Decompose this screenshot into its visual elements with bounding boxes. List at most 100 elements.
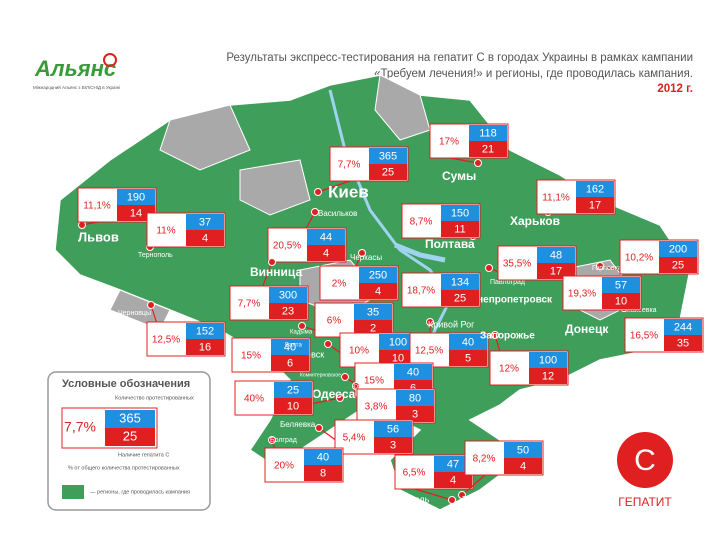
city-label: Бахчисарай [462,495,506,504]
callout-percent: 3,8% [365,402,388,413]
city-dot [358,249,366,257]
river [394,242,446,263]
city-label: Львов [78,229,119,244]
tested-cell [274,382,312,398]
callout-percent: 12,5% [152,335,180,346]
city-dot [458,491,466,499]
logo-subtitle: Міжнародний Альянс з ВІЛ/СНІД в Україні [33,84,120,90]
callout-positive: 17 [550,265,562,277]
leader-line [317,180,351,193]
badge-circle [617,432,673,488]
city-label: Беляевка [280,420,316,429]
city-dot [298,322,306,330]
positive-cell [369,164,407,180]
legend-positive: 25 [123,428,137,443]
logo-mark [103,53,117,67]
callout-tested: 37 [199,216,211,228]
callout-tested: 100 [389,336,407,348]
city-label: Киев [328,182,369,201]
positive-cell [537,263,575,279]
legend-note: — регионы, где проводилась кампания [90,489,190,495]
city-label: Харьков [510,214,560,228]
callout-percent: 7,7% [338,160,361,171]
tested-cell [659,241,697,257]
city-dot [268,436,276,444]
city-dot [268,258,276,266]
callout-positive: 12 [542,370,554,382]
positive-cell [434,472,472,488]
callout-percent: 20% [274,461,294,472]
callout-positive: 3 [412,408,418,420]
callout-positive: 10 [287,400,299,412]
tested-cell [105,410,155,428]
callout-tested: 162 [586,183,604,195]
legend-swatch [62,485,84,499]
callout-positive: 10 [615,295,627,307]
tested-cell [304,449,342,465]
callout-percent: 35,5% [503,259,531,270]
callout-tested: 50 [517,444,529,456]
legend: Условные обозначения Количество протести… [47,371,211,511]
callout-percent: 2% [332,279,347,290]
positive-cell [359,283,397,299]
badge-word: ГЕПАТИТ [618,495,672,509]
callout-percent: 8,7% [410,217,433,228]
callout-tested: 44 [320,231,332,243]
callout-positive: 4 [202,232,208,244]
city-dot [448,496,456,504]
tested-cell [434,456,472,472]
city-dot [341,373,349,381]
city-label: Черкасы [350,253,382,262]
tested-cell [186,323,224,339]
callout-tested: 40 [317,451,329,463]
leader-line [461,474,486,496]
city-dot [474,159,482,167]
city-dot [78,221,86,229]
city-label: Севастополь [375,494,430,504]
tested-cell [602,277,640,293]
legend-percent: 7,7% [64,419,96,435]
positive-cell [576,197,614,213]
tested-cell [269,287,307,303]
city-label: Черновцы [118,310,151,317]
callout-tested: 118 [479,127,497,139]
positive-cell [186,230,224,246]
callout-tested: 40 [284,341,296,353]
positive-cell [664,335,702,351]
callouts: Львов11,1%19014Тернополь11%374Киев7,7%36… [77,123,704,504]
tested-cell [441,205,479,221]
city-dot [596,262,604,270]
callout-tested: 190 [127,191,145,203]
city-label: Коминтерновское [300,372,341,378]
callout-percent: 6% [327,316,342,327]
callout-positive: 16 [199,341,211,353]
callout-percent: 40% [244,394,264,405]
callout-positive: 8 [320,467,326,479]
callout-tested: 48 [550,249,562,261]
grey-region [374,74,431,141]
callout-positive: 11 [454,223,465,235]
city-label: Одесса [312,387,356,401]
callout-positive: 5 [465,352,471,364]
tested-cell [394,364,432,380]
tested-cell [117,189,155,205]
positive-cell [186,339,224,355]
callout-percent: 19,3% [568,289,596,300]
tested-cell [271,339,309,355]
city-label: Кривой Рог [428,319,475,329]
city-label: Полтава [425,237,475,251]
callout-positive: 23 [282,305,294,317]
positive-cell [269,303,307,319]
city-label: Горловка [592,265,622,272]
callout-tested: 134 [451,276,469,288]
city-label: Днепропетровск [470,295,553,306]
callout-percent: 11,1% [83,201,111,212]
callout-positive: 4 [375,285,381,297]
positive-cell [379,350,417,366]
tested-cell [449,334,487,350]
tested-cell [379,334,417,350]
city-dot [314,188,322,196]
positive-cell [307,245,345,261]
callout-positive: 35 [677,337,689,349]
